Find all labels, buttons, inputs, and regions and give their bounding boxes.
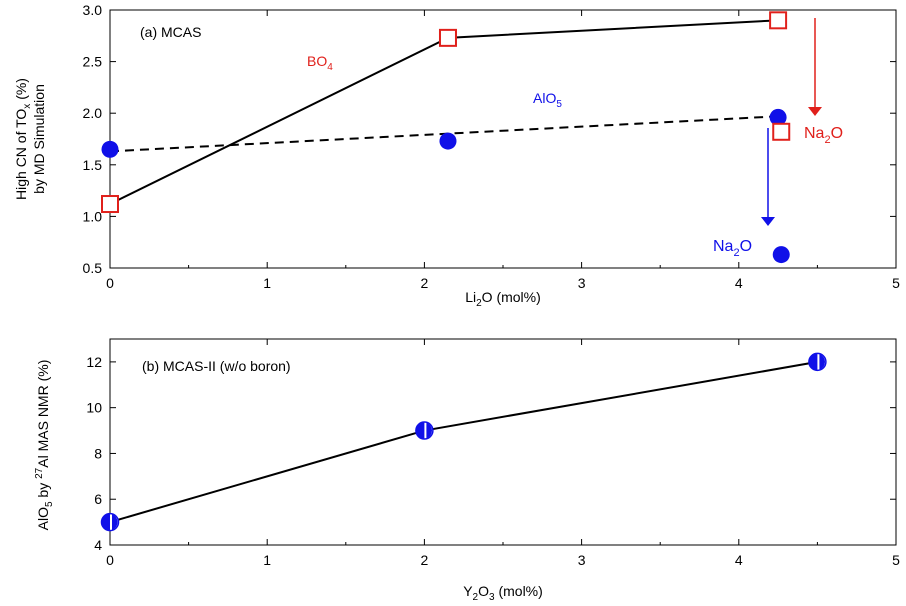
panel-b-x-ticks: 0 1 2 3 4 5	[106, 339, 900, 568]
panel-b-markers	[100, 352, 827, 532]
x-tick-label: 2	[421, 552, 429, 568]
panel-a-series-lines	[109, 19, 779, 205]
data-point-0	[101, 195, 119, 214]
panel-a-y-ticks: 0.5 1.0 1.5 2.0 2.5 3.0	[83, 2, 896, 276]
y-tick-label: 3.0	[83, 2, 103, 18]
y-tick-label: 4	[94, 537, 102, 553]
series-label-bo4: BO4	[307, 53, 333, 73]
svg-text:by MD Simulation: by MD Simulation	[31, 84, 47, 194]
x-tick-label: 0	[106, 552, 114, 568]
panel-a: 0 1 2 3 4 5 0.5 1.0 1.5 2.0 2.5 3.0 (a) MCAS BO4 A…	[13, 2, 900, 309]
y-tick-label: 1.0	[83, 208, 103, 224]
na2o-label-blue: Na2O	[713, 238, 752, 259]
data-point-0	[415, 421, 434, 440]
data-point-0	[100, 512, 120, 532]
svg-text:High CN of TOx (%): High CN of TOx (%)	[13, 78, 33, 200]
x-tick-label: 1	[263, 552, 271, 568]
panel-b-label: (b) MCAS-II (w/o boron)	[142, 358, 291, 374]
y-tick-label: 10	[86, 400, 102, 416]
panel-a-x-ticks: 0 1 2 3 4 5	[106, 10, 900, 291]
y-tick-label: 6	[94, 491, 102, 507]
data-point-1	[769, 108, 787, 126]
x-tick-label: 1	[263, 275, 271, 291]
y-tick-label: 1.5	[83, 157, 103, 173]
y-tick-label: 2.0	[83, 105, 103, 121]
y-tick-label: 8	[94, 445, 102, 461]
panel-a-y-axis-label: High CN of TOx (%) by MD Simulation	[13, 78, 47, 200]
series-line-0	[109, 19, 779, 205]
panel-b-series-lines	[109, 360, 818, 524]
x-tick-label: 4	[735, 275, 743, 291]
x-tick-label: 5	[892, 275, 900, 291]
data-point-0	[438, 28, 457, 47]
y-tick-label: 0.5	[83, 260, 103, 276]
x-tick-label: 4	[735, 552, 743, 568]
na2o-data-point	[772, 246, 790, 264]
panel-a-markers	[101, 11, 791, 264]
x-tick-label: 2	[421, 275, 429, 291]
data-point-0	[808, 352, 827, 372]
na2o-arrow-blue	[761, 128, 775, 226]
series-line-0	[109, 360, 818, 524]
panel-b-x-axis-label: Y2O3 (mol%)	[463, 583, 543, 603]
na2o-label-red: Na2O	[804, 125, 843, 146]
panel-b-y-axis-label: AlO5 by 27Al MAS NMR (%)	[34, 360, 55, 531]
panel-a-x-axis-label: Li2O (mol%)	[465, 289, 541, 309]
data-point-1	[439, 132, 457, 150]
y-tick-label: 12	[86, 354, 102, 370]
data-point-1	[101, 140, 119, 158]
x-tick-label: 3	[578, 275, 586, 291]
panel-b-y-ticks: 4 6 8 10 12	[86, 354, 896, 553]
series-label-alo5: AlO5	[533, 90, 562, 110]
x-tick-label: 0	[106, 275, 114, 291]
panel-a-label: (a) MCAS	[140, 24, 201, 40]
na2o-data-point	[772, 122, 791, 141]
na2o-arrow-red	[808, 18, 822, 116]
x-tick-label: 5	[892, 552, 900, 568]
y-tick-label: 2.5	[83, 54, 103, 70]
data-point-0	[769, 11, 788, 30]
x-tick-label: 3	[578, 552, 586, 568]
